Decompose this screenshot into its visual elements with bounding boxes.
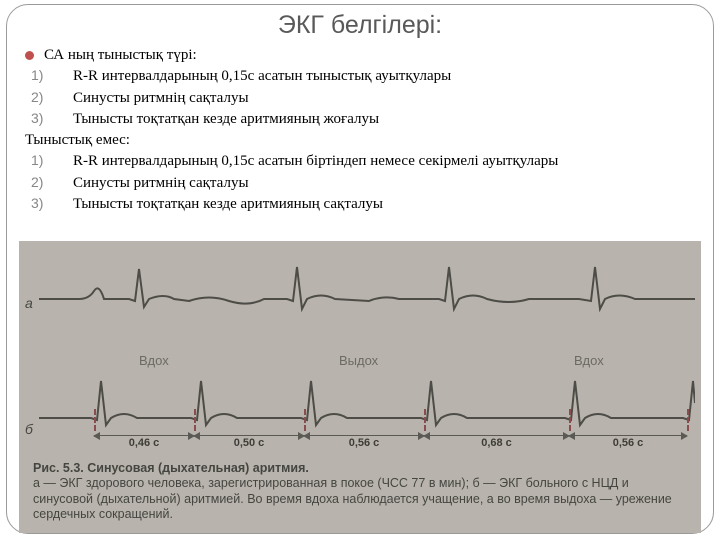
- bullet-dot-icon: [25, 51, 34, 60]
- interval-arrow: 0,50 с: [194, 435, 304, 449]
- tick-mark: [569, 409, 571, 431]
- tick-mark: [687, 409, 689, 431]
- list-number: 1): [31, 66, 53, 86]
- list1-item: 2) Синусты ритмнің сақталуы: [25, 88, 695, 108]
- list-number: 3): [31, 109, 53, 129]
- list2-intro: Тыныстық емес:: [25, 130, 695, 150]
- interval-value: 0,50 с: [232, 437, 267, 449]
- interval-arrow: 0,56 с: [304, 435, 424, 449]
- tick-mark: [194, 409, 196, 431]
- interval-arrow: 0,46 с: [94, 435, 194, 449]
- list-number: 3): [31, 194, 53, 214]
- list-number: 1): [31, 151, 53, 171]
- slide-frame: ЭКГ белгілері: СА ның тыныстық түрі: 1) …: [6, 4, 714, 534]
- list2-item: 1) R-R интервалдарының 0,15с асатын бірт…: [25, 151, 695, 171]
- list2-text: R-R интервалдарының 0,15с асатын біртінд…: [65, 151, 558, 171]
- list2-text: Тынысты тоқтатқан кезде аритмияның сақта…: [65, 194, 383, 214]
- slide-title: ЭКГ белгілері:: [7, 11, 713, 40]
- list1-intro: СА ның тыныстық түрі:: [44, 45, 197, 65]
- trace-a-label: а: [25, 295, 33, 311]
- interval-arrow: 0,56 с: [569, 435, 687, 449]
- figure-caption: Рис. 5.3. Синусовая (дыхательная) аритми…: [33, 461, 687, 524]
- breath-in-2: Вдох: [574, 353, 604, 368]
- list1-item: 3) Тынысты тоқтатқан кезде аритмияның жо…: [25, 109, 695, 129]
- list-number: 2): [31, 88, 53, 108]
- tick-mark: [424, 409, 426, 431]
- list2-text: Синусты ритмнің сақталуы: [65, 173, 249, 193]
- breath-in-1: Вдох: [139, 353, 169, 368]
- tick-mark: [304, 409, 306, 431]
- interval-arrow: 0,68 с: [424, 435, 569, 449]
- ecg-trace-a: [39, 259, 695, 319]
- list1-text: R-R интервалдарының 0,15с асатын тынысты…: [65, 66, 451, 86]
- list-number: 2): [31, 173, 53, 193]
- tick-mark: [94, 409, 96, 431]
- content-area: СА ның тыныстық түрі: 1) R-R интервалдар…: [7, 40, 713, 214]
- ecg-path-a: [39, 267, 695, 309]
- interval-value: 0,68 с: [479, 437, 514, 449]
- caption-title: Рис. 5.3. Синусовая (дыхательная) аритми…: [33, 461, 309, 475]
- list1-item: 1) R-R интервалдарының 0,15с асатын тыны…: [25, 66, 695, 86]
- interval-value: 0,56 с: [347, 437, 382, 449]
- ecg-figure: а Вдох Выдох Вдох б 0,46 с0,50 с0,56 с0,…: [19, 241, 701, 533]
- list1-text: Синусты ритмнің сақталуы: [65, 88, 249, 108]
- list2-item: 2) Синусты ритмнің сақталуы: [25, 173, 695, 193]
- breath-out: Выдох: [339, 353, 378, 368]
- list1-intro-row: СА ның тыныстық түрі:: [25, 45, 695, 65]
- list2-item: 3) Тынысты тоқтатқан кезде аритмияның са…: [25, 194, 695, 214]
- interval-value: 0,46 с: [127, 437, 162, 449]
- interval-value: 0,56 с: [611, 437, 646, 449]
- list1-text: Тынысты тоқтатқан кезде аритмияның жоғал…: [65, 109, 379, 129]
- caption-body: а — ЭКГ здорового человека, зарегистриро…: [33, 476, 672, 521]
